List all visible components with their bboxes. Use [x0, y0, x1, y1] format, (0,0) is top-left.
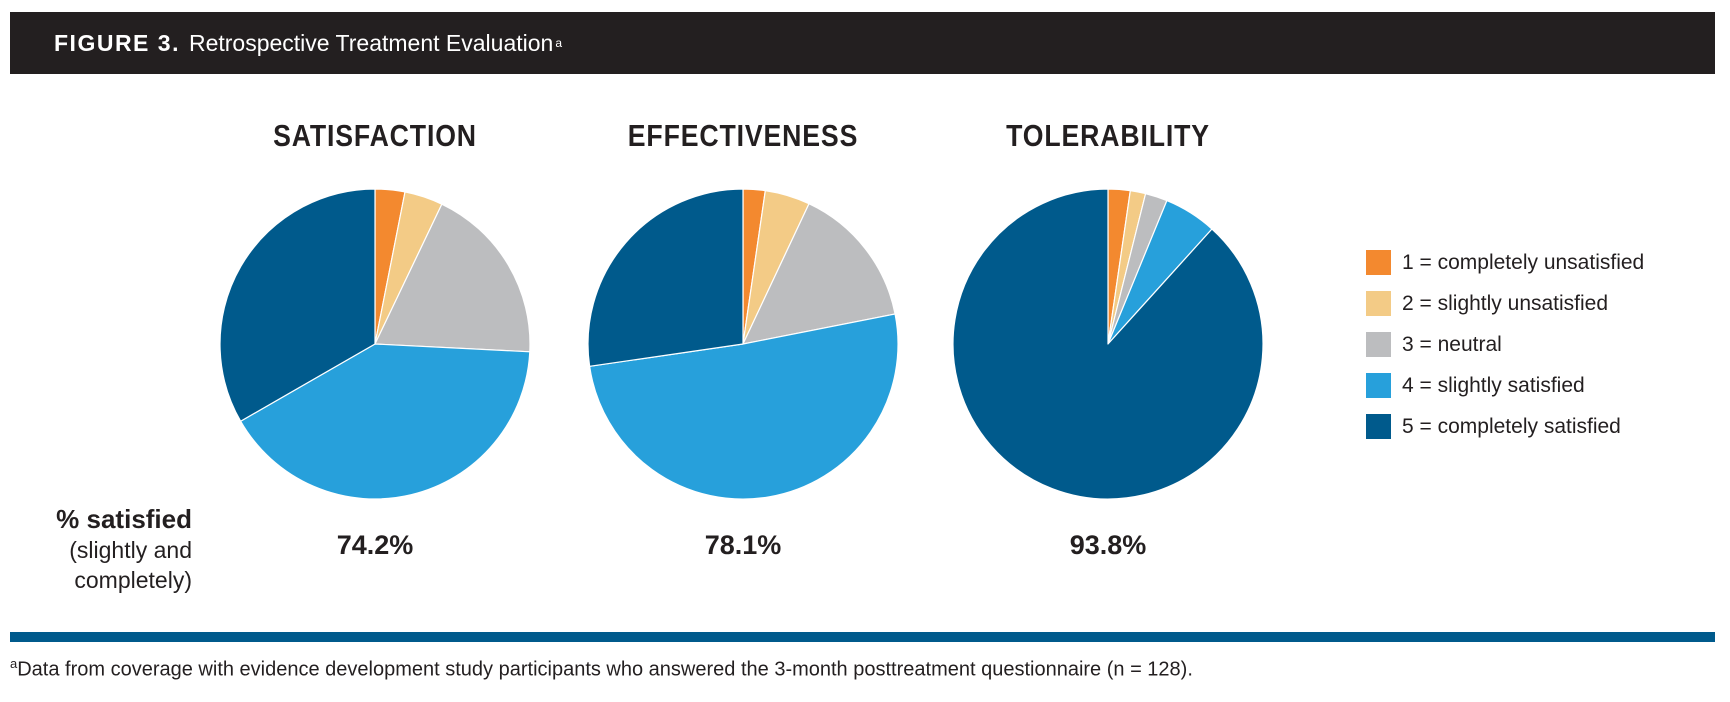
figure-header: FIGURE 3. Retrospective Treatment Evalua…: [10, 12, 1715, 74]
slice-slightly-satisfied: [589, 313, 899, 500]
legend-item: 1 = completely unsatisfied: [1366, 242, 1644, 283]
pie-svg-satisfaction: [219, 188, 531, 500]
figure-title-superscript: a: [555, 36, 563, 50]
legend-label: 5 = completely satisfied: [1402, 414, 1621, 438]
percent-satisfied-heading: % satisfied: [56, 504, 192, 534]
legend-label: 2 = slightly unsatisfied: [1402, 291, 1609, 315]
slice-completely-satisfied: [952, 188, 1264, 500]
footnote-text: Data from coverage with evidence develop…: [17, 658, 1193, 681]
legend-item: 5 = completely satisfied: [1366, 406, 1644, 447]
pie-chart-effectiveness: [583, 184, 903, 504]
legend-swatch: [1366, 250, 1391, 275]
legend-swatch: [1366, 291, 1391, 316]
legend-label: 1 = completely unsatisfied: [1402, 250, 1645, 274]
figure-title: Retrospective Treatment Evaluation: [188, 29, 554, 56]
percent-satisfied-label: % satisfied (slightly and completely): [30, 503, 192, 595]
legend-item: 2 = slightly unsatisfied: [1366, 283, 1644, 324]
chart-title-satisfaction: SATISFACTION: [273, 118, 477, 153]
pie-svg-effectiveness: [587, 188, 899, 500]
legend-item: 3 = neutral: [1366, 324, 1644, 365]
legend-item: 4 = slightly satisfied: [1366, 365, 1644, 406]
percent-satisfied-tolerability: 93.8%: [1069, 530, 1147, 560]
figure-label: FIGURE 3.: [54, 29, 180, 56]
chart-title-tolerability: TOLERABILITY: [1006, 118, 1210, 153]
percent-satisfied-effectiveness: 78.1%: [704, 530, 782, 560]
legend-label: 3 = neutral: [1402, 332, 1502, 356]
legend-swatch: [1366, 332, 1391, 357]
bottom-rule: [10, 632, 1715, 642]
pie-chart-tolerability: [948, 184, 1268, 504]
chart-title-effectiveness: EFFECTIVENESS: [627, 118, 859, 153]
slice-slightly-satisfied: [240, 343, 531, 500]
pie-svg-tolerability: [952, 188, 1264, 500]
percent-satisfied-subheading: (slightly and completely): [69, 537, 192, 593]
slice-completely-satisfied: [587, 188, 744, 367]
footnote: aData from coverage with evidence develo…: [10, 656, 1193, 682]
pie-chart-satisfaction: [215, 184, 535, 504]
legend-swatch: [1366, 414, 1391, 439]
slice-completely-satisfied: [219, 188, 376, 422]
legend-label: 4 = slightly satisfied: [1402, 373, 1585, 397]
chart-legend: 1 = completely unsatisfied 2 = slightly …: [1366, 242, 1644, 447]
footnote-marker: a: [10, 656, 18, 671]
slice-neutral: [742, 203, 896, 345]
percent-satisfied-satisfaction: 74.2%: [336, 530, 414, 560]
legend-swatch: [1366, 373, 1391, 398]
slice-neutral: [374, 203, 531, 353]
